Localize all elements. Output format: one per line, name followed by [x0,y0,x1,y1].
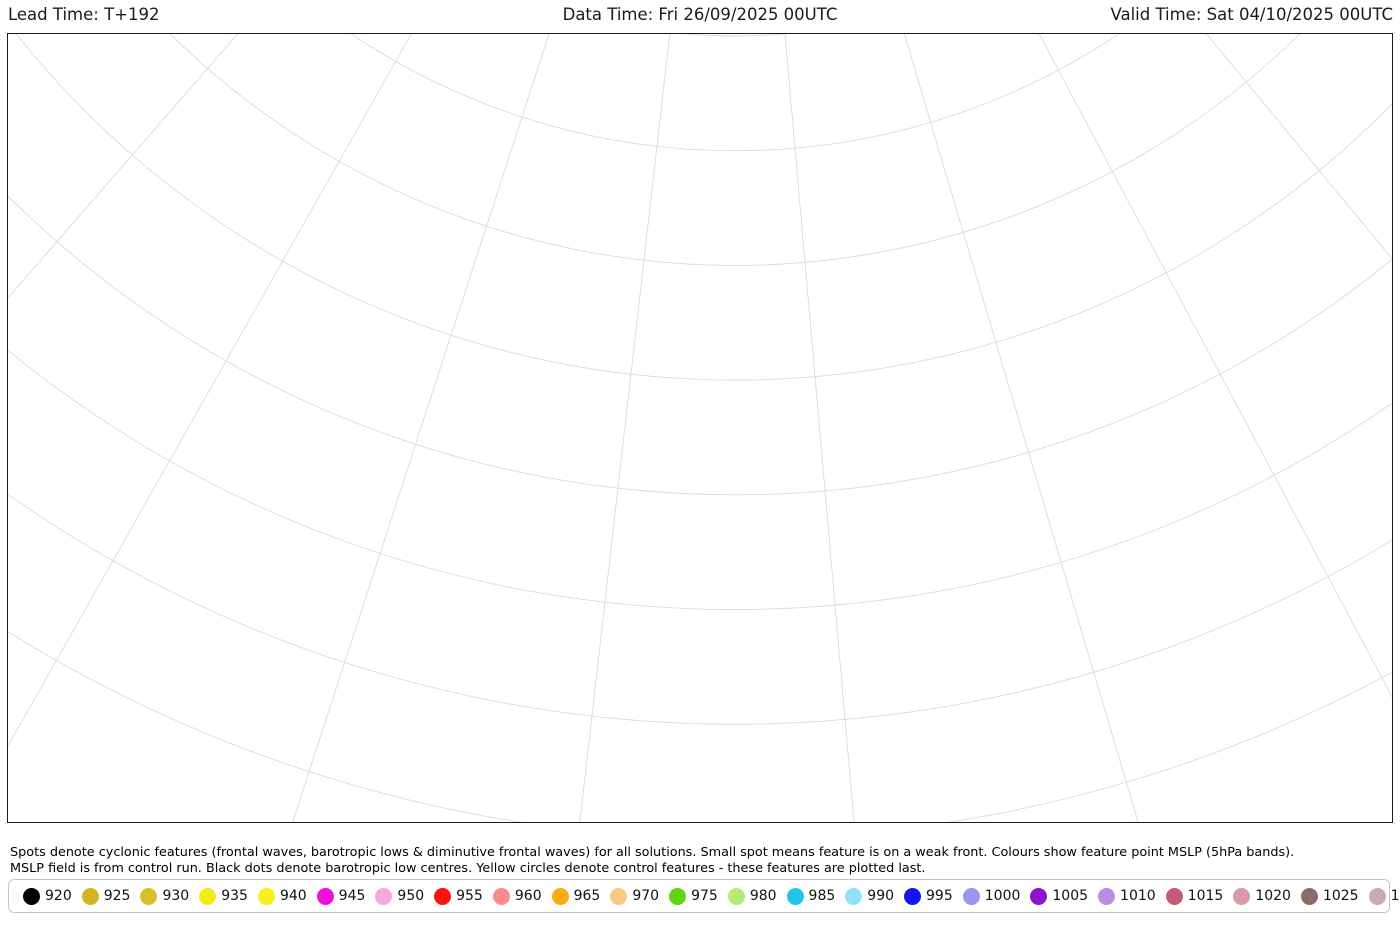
legend-color-dot [434,887,452,905]
legend-item: 1030 [1368,887,1400,905]
legend-label: 975 [691,888,718,904]
legend-item: 935 [199,887,248,905]
legend-color-dot [257,887,275,905]
legend-item: 975 [669,887,718,905]
legend-color-dot [316,887,334,905]
legend-label: 940 [279,888,307,904]
legend-label: 1015 [1187,888,1224,904]
legend-color-dot [845,887,863,905]
legend-label: 920 [45,888,72,904]
legend-label: 945 [338,888,366,904]
legend-label: 1025 [1322,888,1359,904]
legend-color-dot [962,887,980,905]
legend-label: 950 [397,888,425,904]
legend-label: 1000 [984,888,1021,904]
legend-color-dot [727,887,745,905]
legend-color-dot [786,887,804,905]
legend-color-dot [1098,887,1116,905]
legend-label: 990 [867,888,895,904]
legend-item: 995 [904,887,953,905]
pressure-map [8,34,1392,822]
legend-label: 965 [573,888,601,904]
legend-label: 995 [926,888,953,904]
legend-color-dot [199,887,217,905]
legend-color-dot [1030,887,1048,905]
legend-item: 960 [492,887,542,905]
legend-item: 970 [610,887,660,905]
legend-item: 1000 [962,887,1021,905]
legend-label: 970 [632,888,660,904]
legend-item: 985 [786,887,836,905]
caption-line-1: Spots denote cyclonic features (frontal … [10,845,1295,860]
legend-color-dot [1165,887,1183,905]
legend-label: 985 [808,888,836,904]
legend-item: 1020 [1233,887,1291,905]
legend-color-dot [81,887,99,905]
legend-item: 930 [140,887,190,905]
legend-item: 950 [375,887,425,905]
legend-item: 965 [551,887,601,905]
legend-color-dot [23,887,40,905]
legend-label: 930 [162,888,190,904]
legend-label: 1030 [1390,888,1400,904]
legend-label: 955 [456,888,483,904]
legend-label: 1010 [1120,888,1156,904]
legend-label: 925 [103,888,131,904]
valid-time-label: Valid Time: Sat 04/10/2025 00UTC [1110,5,1393,24]
legend-label: 1005 [1052,888,1089,904]
legend-item: 940 [257,887,307,905]
caption-line-2: MSLP field is from control run. Black do… [10,861,926,876]
legend-color-dot [610,887,628,905]
legend-color-dot [551,887,569,905]
legend-item: 1010 [1098,887,1156,905]
legend-label: 980 [749,888,777,904]
legend-color-dot [1368,887,1386,905]
legend-color-dot [669,887,687,905]
legend-label: 960 [514,888,542,904]
legend-item: 920 [23,887,72,905]
legend-color-dot [1233,887,1251,905]
legend-label: 935 [221,888,248,904]
legend-label: 1020 [1255,888,1291,904]
legend-color-dot [904,887,922,905]
legend-item: 925 [81,887,131,905]
legend-color-dot [1300,887,1318,905]
legend-color-dot [140,887,158,905]
legend-item: 955 [434,887,483,905]
legend-item: 990 [845,887,895,905]
legend-color-dot [492,887,510,905]
legend-color-dot [375,887,393,905]
legend-item: 945 [316,887,366,905]
legend-item: 1005 [1030,887,1089,905]
header-bar: Lead Time: T+192 Data Time: Fri 26/09/20… [0,0,1400,32]
legend-item: 1015 [1165,887,1224,905]
legend-item: 980 [727,887,777,905]
mslp-legend: 920 925 930 935 940 945 950 955 960 965 970 975 980 9… [8,879,1400,913]
pressure-map-frame [7,33,1393,823]
legend-item: 1025 [1300,887,1359,905]
lead-time-label: Lead Time: T+192 [8,5,160,24]
data-time-label: Data Time: Fri 26/09/2025 00UTC [562,5,838,24]
